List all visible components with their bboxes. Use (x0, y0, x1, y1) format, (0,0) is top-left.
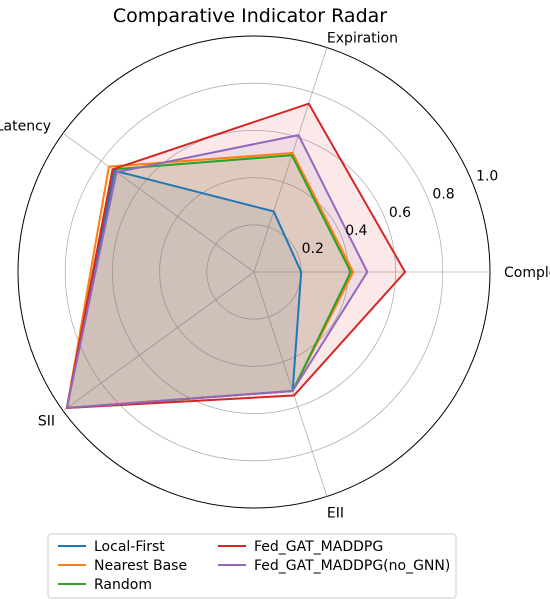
series-fill-fed-gat-maddpg-no-gnn (66, 135, 368, 408)
grid-spoke (62, 132, 255, 273)
legend-label: Random (94, 577, 152, 593)
series-line-local-first (65, 169, 303, 409)
radial-tick-label: 0.2 (302, 241, 324, 257)
legend-label: Nearest Base (94, 558, 187, 574)
series-fills (66, 103, 406, 408)
chart-title: Comparative Indicator Radar (113, 5, 387, 27)
series-fill-local-first (66, 170, 302, 408)
axis-label: Completion (504, 265, 550, 281)
radial-tick-label: 0.8 (432, 187, 454, 203)
legend-label: Local-First (94, 539, 165, 555)
axis-label: E2E Latency (0, 118, 51, 134)
legend-label: Fed_GAT_MADDPG(no_GNN) (254, 558, 450, 574)
series-lines (65, 102, 407, 409)
grid-spoke (253, 47, 328, 273)
grid-spoke (62, 271, 255, 412)
radar-grid (17, 35, 491, 509)
radial-tick-label: 0.6 (389, 205, 411, 221)
legend: Local-First Nearest Base Random Fed_GAT_MAD… (47, 533, 457, 599)
radial-tick-label: 0.4 (345, 223, 367, 239)
axis-label: EII (327, 505, 344, 521)
legend-box (47, 533, 457, 599)
series-fill-random (66, 155, 351, 408)
radial-tick-label: 1.0 (476, 169, 498, 185)
grid-spoke (253, 271, 328, 497)
series-line-fed-gat-maddpg-no-gnn (65, 134, 369, 409)
radial-tick-labels: 0.2 0.4 0.6 0.8 1.0 (302, 169, 499, 257)
axis-label: SII (38, 414, 55, 430)
axis-label: Expiration (327, 31, 398, 47)
axis-labels: Completion Expiration E2E Latency SII EII (0, 31, 550, 522)
legend-label: Fed_GAT_MADDPG (254, 539, 383, 555)
series-fill-nearest-base (66, 153, 354, 408)
series-line-fed-gat-maddpg (65, 102, 407, 409)
